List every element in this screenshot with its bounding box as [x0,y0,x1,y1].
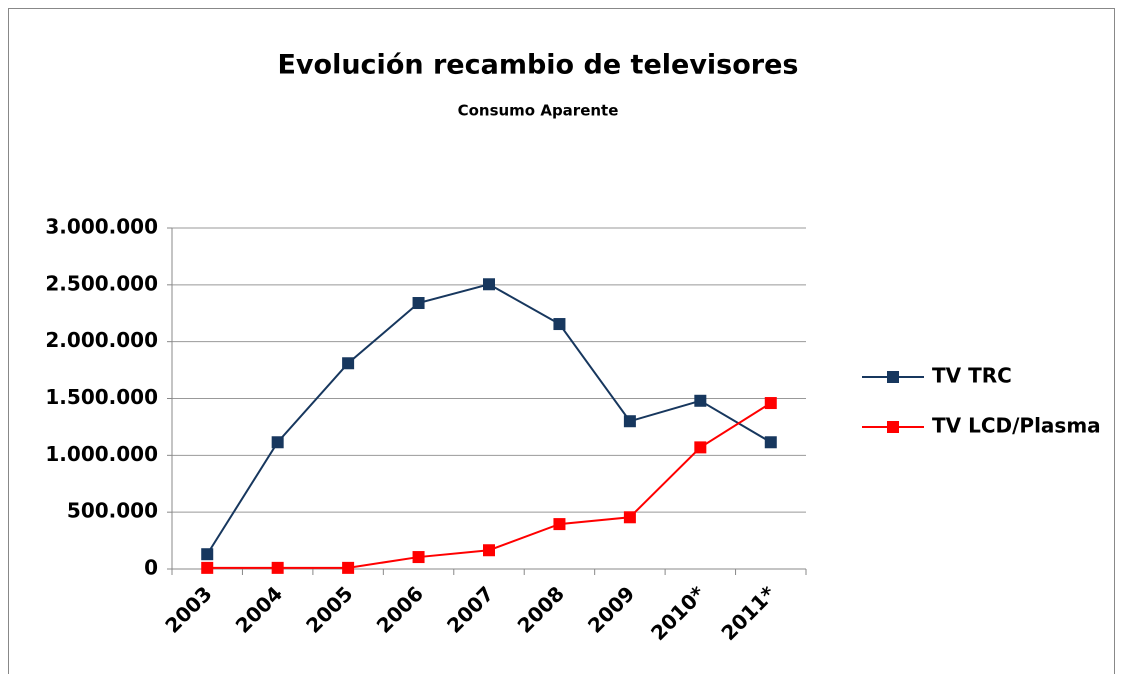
data-point [694,394,707,407]
y-tick-label: 1.000.000 [45,442,158,466]
data-point [694,441,707,454]
y-tick-label: 500.000 [67,499,158,523]
data-point [201,548,214,561]
y-tick-label: 0 [144,556,158,580]
data-point [483,278,495,291]
legend-label: TV TRC [932,364,1012,388]
legend-marker [887,421,899,433]
data-point [201,561,214,574]
data-point [271,561,284,574]
data-point [553,318,566,331]
data-point [271,436,284,449]
data-point [553,518,566,531]
data-point [623,511,636,524]
data-point [764,397,777,410]
y-tick-label: 2.500.000 [45,271,158,295]
data-point [412,297,425,310]
chart-subtitle: Consumo Aparente [458,102,619,120]
y-tick-label: 1.500.000 [45,385,158,409]
data-point [412,551,425,564]
legend-marker [887,371,899,383]
y-tick-label: 2.000.000 [45,328,158,352]
y-tick-label: 3.000.000 [45,215,158,239]
data-point [342,561,355,574]
data-point [623,415,636,428]
data-point [764,436,777,449]
chart-title: Evolución recambio de televisores [277,50,798,81]
data-point [342,357,355,370]
legend-label: TV LCD/Plasma [932,414,1101,438]
data-point [483,544,495,557]
